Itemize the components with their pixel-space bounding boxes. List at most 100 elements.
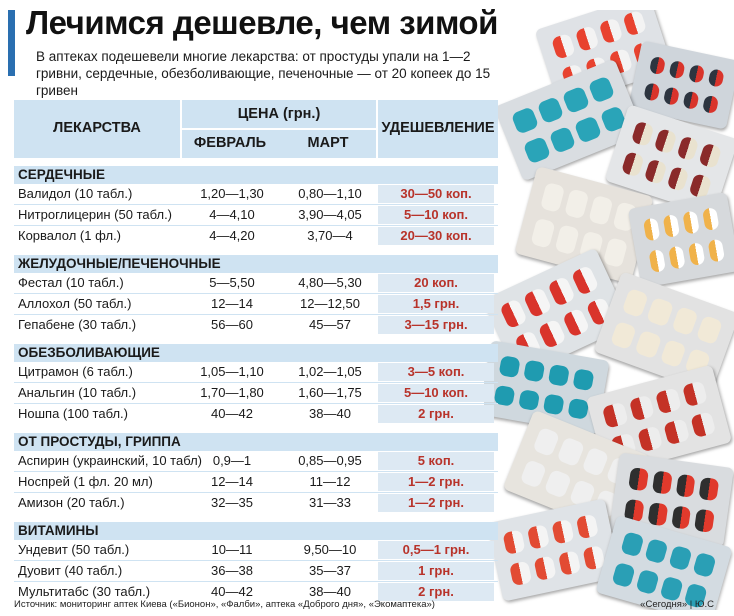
header-price-cell: ЦЕНА (грн.) ФЕВРАЛЬ МАРТ: [182, 100, 376, 158]
price-march: 0,85—0,95: [298, 453, 362, 468]
pill: [526, 524, 551, 550]
table-row: Дуовит (40 табл.) 36—38 35—37 1 грн.: [14, 561, 498, 582]
pill: [510, 106, 539, 135]
row-separator: [14, 204, 498, 205]
drug-name: Ундевит (50 табл.): [18, 542, 130, 557]
header-drugs-cell: ЛЕКАРСТВА: [14, 100, 180, 158]
table-row: Анальгин (10 табл.) 1,70—1,80 1,60—1,75 5—1…: [14, 383, 498, 404]
table-row: Мультитабс (30 табл.) 40—42 38—40 2 грн.: [14, 582, 498, 603]
discount-badge: 1 грн.: [378, 562, 494, 580]
price-february: 1,20—1,30: [200, 186, 264, 201]
category-header: ВИТАМИНЫ: [14, 522, 498, 540]
pill: [598, 17, 624, 45]
discount-badge: 5—10 коп.: [378, 384, 494, 402]
header-drugs: ЛЕКАРСТВА: [53, 120, 141, 136]
pill: [588, 194, 614, 226]
pill: [695, 314, 724, 345]
pill: [502, 529, 526, 555]
drug-name: Цитрамон (6 табл.): [18, 364, 133, 379]
pill: [628, 467, 649, 492]
drug-name: Гепабене (30 табл.): [18, 317, 137, 332]
pill: [701, 94, 720, 115]
pill: [671, 305, 699, 336]
discount-badge: 30—50 коп.: [378, 185, 494, 203]
pill: [556, 436, 585, 467]
pill: [643, 82, 661, 102]
pill: [653, 127, 677, 155]
price-march: 9,50—10: [303, 542, 357, 557]
price-february: 12—14: [211, 474, 253, 489]
pill: [636, 425, 664, 453]
pill: [564, 188, 590, 220]
drug-name: Носпрей (1 фл. 20 мл): [18, 474, 153, 489]
discount-badge: 3—5 коп.: [378, 363, 494, 381]
pill: [682, 90, 700, 111]
price-march: 38—40: [309, 584, 351, 599]
pill: [620, 531, 645, 558]
discount-badge: 1—2 грн.: [378, 494, 494, 512]
table-row: Гепабене (30 табл.) 56—60 45—57 3—15 грн.: [14, 315, 498, 336]
row-separator: [14, 225, 498, 226]
pill: [532, 426, 561, 457]
price-march: 12—12,50: [300, 296, 360, 311]
price-march: 38—40: [309, 406, 351, 421]
pill: [644, 537, 669, 565]
price-march: 31—33: [309, 495, 351, 510]
pill: [682, 210, 700, 235]
pill: [551, 519, 575, 545]
price-march: 3,90—4,05: [298, 207, 362, 222]
pill: [687, 241, 706, 267]
drug-name: Амизон (20 табл.): [18, 495, 125, 510]
price-february: 5—5,50: [209, 275, 255, 290]
price-march: 4,80—5,30: [298, 275, 362, 290]
header-price-group: ЦЕНА (грн.): [237, 106, 321, 122]
pill: [622, 10, 648, 37]
pill: [602, 237, 629, 269]
discount-badge: 20 коп.: [378, 274, 494, 292]
pill: [694, 508, 715, 533]
accent-bar: [8, 10, 15, 76]
header-discount: УДЕШЕВЛЕНИЕ: [381, 120, 495, 136]
discount-badge: 2 грн.: [378, 405, 494, 423]
discount-badge: 1—2 грн.: [378, 473, 494, 491]
price-february: 1,05—1,10: [200, 364, 264, 379]
row-separator: [14, 492, 498, 493]
pill: [630, 120, 655, 147]
drug-name: Анальгин (10 табл.): [18, 385, 137, 400]
pill: [681, 380, 708, 408]
price-march: 0,80—1,10: [298, 186, 362, 201]
table-row: Цитрамон (6 табл.) 1,05—1,10 1,02—1,05 3—5 …: [14, 362, 498, 383]
pill: [670, 505, 692, 530]
pill: [537, 318, 567, 350]
drug-name: Аллохол (50 табл.): [18, 296, 132, 311]
row-separator: [14, 382, 498, 383]
pills-photo: [484, 10, 734, 610]
table-row: Ношпа (100 табл.) 40—42 38—40 2 грн.: [14, 404, 498, 425]
price-february: 36—38: [211, 563, 253, 578]
pill: [609, 320, 638, 351]
drug-name: Валидол (10 табл.): [18, 186, 133, 201]
pill: [587, 75, 616, 104]
pill: [570, 264, 600, 296]
pill: [498, 355, 521, 378]
category-header: ОБЕЗБОЛИВАЮЩИЕ: [14, 344, 498, 362]
price-march: 1,60—1,75: [298, 385, 362, 400]
row-separator: [14, 293, 498, 294]
table-row: Нитроглицерин (50 табл.) 4—4,10 3,90—4,05 5…: [14, 205, 498, 226]
table-row: Аспирин (украинский, 10 табл) 0,9—1 0,85—0…: [14, 451, 498, 472]
category-label: ОТ ПРОСТУДЫ, ГРИППА: [18, 434, 181, 449]
table-row: Аллохол (50 табл.) 12—14 12—12,50 1,5 грн.: [14, 294, 498, 315]
price-february: 1,70—1,80: [200, 385, 264, 400]
price-february: 32—35: [211, 495, 253, 510]
pill: [628, 394, 655, 422]
table-row: Корвалол (1 фл.) 4—4,20 3,70—4 20—30 коп.: [14, 226, 498, 247]
pill: [651, 470, 673, 495]
page-title: Лечимся дешевле, чем зимой: [26, 4, 498, 41]
pill: [620, 151, 645, 178]
drug-name: Фестал (10 табл.): [18, 275, 124, 290]
pill: [668, 245, 686, 270]
pill: [662, 86, 681, 106]
pill: [635, 568, 660, 596]
row-separator: [14, 314, 498, 315]
drug-name: Мультитабс (30 табл.): [18, 584, 151, 599]
